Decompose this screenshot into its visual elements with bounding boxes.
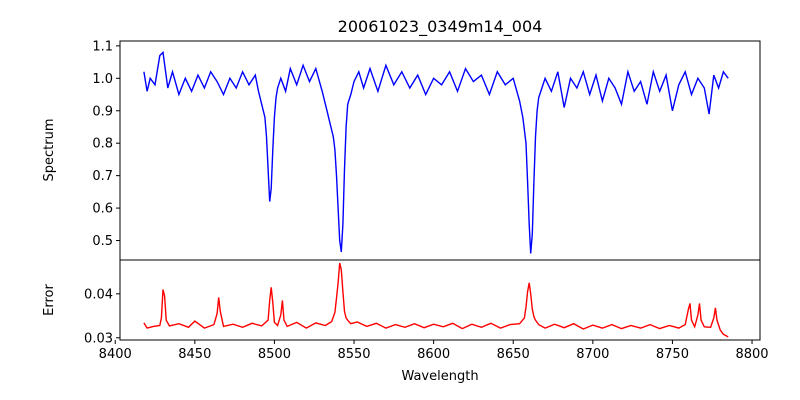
spectrum-y-tick-label: 0.8 — [92, 137, 113, 152]
spectrum-y-tick-label: 0.5 — [92, 234, 113, 249]
spectrum-y-axis: 0.5 0.6 0.7 0.8 0.9 1.0 1.1 — [92, 39, 120, 249]
spectrum-y-tick-label: 0.7 — [92, 169, 113, 184]
x-tick-label: 8500 — [258, 347, 291, 362]
error-y-tick-label: 0.03 — [84, 331, 113, 346]
x-axis-label: Wavelength — [401, 369, 478, 384]
spectrum-y-tick-label: 0.6 — [92, 202, 113, 217]
x-axis: 8400 8450 8500 8550 8600 8650 8700 8750 8800 — [99, 340, 769, 362]
error-panel: 0.03 0.04 Error — [42, 259, 761, 346]
spectrum-series-line — [143, 50, 729, 254]
spectrum-y-axis-label: Spectrum — [42, 119, 57, 182]
error-y-axis: 0.03 0.04 — [84, 287, 120, 346]
x-tick-label: 8800 — [735, 347, 768, 362]
chart-title: 20061023_0349m14_004 — [338, 17, 543, 37]
error-y-tick-label: 0.04 — [84, 287, 113, 302]
x-tick-label: 8650 — [497, 347, 530, 362]
spectrum-panel: 0.5 0.6 0.7 0.8 0.9 1.0 1.1 Spectrum — [42, 39, 761, 261]
spectrum-y-tick-label: 0.9 — [92, 104, 113, 119]
spectrum-plot-frame — [119, 40, 761, 261]
x-tick-label: 8550 — [337, 347, 370, 362]
spectrum-y-tick-label: 1.0 — [92, 72, 113, 87]
error-y-axis-label: Error — [42, 284, 57, 316]
x-tick-label: 8700 — [576, 347, 609, 362]
x-tick-label: 8600 — [417, 347, 450, 362]
error-plot-frame — [119, 259, 761, 341]
error-series-line — [143, 262, 729, 338]
x-tick-label: 8750 — [656, 347, 689, 362]
spectrum-y-tick-label: 1.1 — [92, 39, 113, 54]
x-tick-label: 8400 — [99, 347, 132, 362]
x-tick-label: 8450 — [178, 347, 211, 362]
